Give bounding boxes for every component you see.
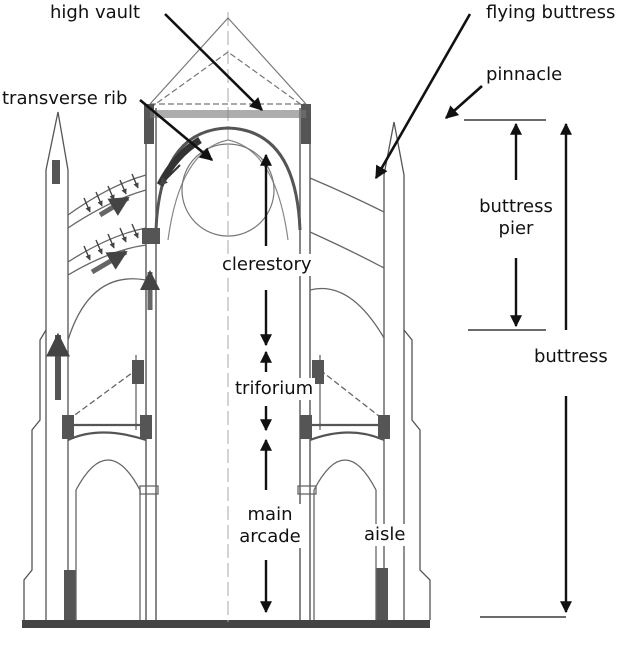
label-transverse-rib: transverse rib [0, 88, 130, 110]
right-pier-base [376, 568, 388, 620]
aisle-cap-left-outer [62, 415, 74, 439]
label-flying-buttress: flying buttress [484, 2, 618, 24]
label-buttress-pier-line2: pier [498, 218, 534, 239]
rose-window [181, 143, 275, 237]
arrow-high-vault [164, 13, 263, 111]
left-thrust-arrows [83, 173, 139, 261]
label-clerestory: clerestory [220, 254, 314, 276]
label-buttress: buttress [532, 346, 610, 368]
triforium-cap-left [132, 360, 144, 384]
nave-wall-cap-right [301, 104, 311, 144]
left-clerestory-capital [142, 228, 160, 244]
roof-gable [149, 17, 307, 109]
vault-top-beam [150, 110, 306, 118]
aisle-cap-right-outer [378, 415, 390, 439]
rib-thrust-arrow [159, 164, 181, 186]
arrow-transverse-rib [139, 99, 213, 161]
label-main-arcade: main arcade [232, 504, 308, 548]
label-aisle: aisle [362, 524, 408, 546]
vault-rib-inner [167, 139, 289, 241]
aisle-vaults [64, 423, 388, 442]
label-pinnacle: pinnacle [484, 64, 565, 86]
triforium-level [67, 355, 385, 430]
main-arcade-arches [75, 459, 377, 620]
label-buttress-pier: buttress pier [470, 196, 562, 240]
right-flying-buttresses [309, 177, 385, 339]
label-buttress-pier-line1: buttress [479, 196, 553, 217]
arrow-flying-buttress [374, 13, 472, 180]
left-fb-arrow-upper [98, 195, 130, 218]
ground-line [22, 620, 430, 628]
left-flying-buttresses [67, 174, 147, 341]
left-pinnacle-arrow [52, 160, 60, 184]
label-high-vault: high vault [48, 2, 143, 24]
left-fb-arrow-lower [90, 249, 128, 275]
arrow-pinnacle [445, 85, 483, 119]
label-main-arcade-line2: arcade [239, 526, 301, 547]
label-triforium: triforium [233, 378, 316, 400]
nave-wall-cap-left [144, 104, 154, 144]
aisle-cap-left-inner [140, 415, 152, 439]
left-buttress-pier [23, 111, 69, 620]
left-pier-base [64, 570, 76, 620]
aisle-cap-right-inner [300, 415, 312, 439]
label-main-arcade-line1: main [247, 504, 293, 525]
